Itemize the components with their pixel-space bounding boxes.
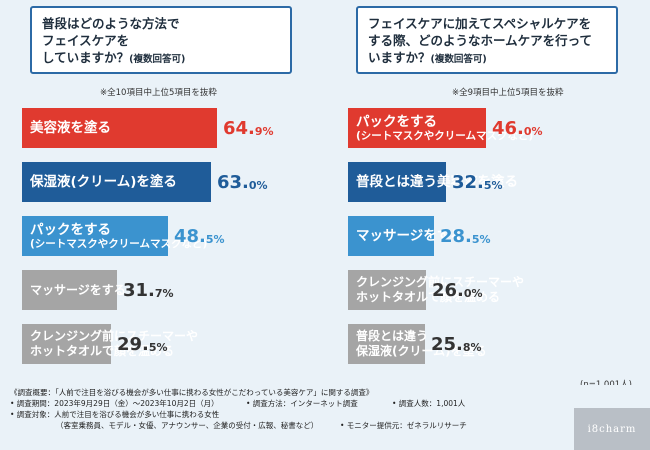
value-label-main: 64. xyxy=(223,117,255,139)
value-label: 64. 9% xyxy=(223,108,274,148)
bar-label: 普段とは違う美容液を塗る xyxy=(356,174,518,190)
value-label: 29. 5% xyxy=(117,324,168,364)
value-label-decimal: 9% xyxy=(254,124,274,138)
bar-left-5: クレンジング前にスチーマーや ホットタオルで顔を温める xyxy=(22,324,199,364)
value-label-main: 25. xyxy=(431,333,463,355)
bar-label: クレンジング前にスチーマーや xyxy=(356,275,525,289)
value-label: 48. 5% xyxy=(174,216,225,256)
right-question-box: フェイスケアに加えてスペシャルケアを する際、どのようなホームケアを行って いま… xyxy=(356,6,618,74)
footer-line2c: • 調査人数：1,001人 xyxy=(392,399,466,408)
bar-label: 保湿液(クリーム)を塗る xyxy=(30,174,177,190)
value-label: 63. 0% xyxy=(217,162,268,202)
value-label: 46. 0% xyxy=(492,108,543,148)
value-label-main: 28. xyxy=(440,225,472,247)
value-label: 25. 8% xyxy=(431,324,482,364)
bar-label: 普段とは違う xyxy=(356,329,429,343)
footer-line2b: • 調査方法：インターネット調査 xyxy=(246,399,358,408)
left-chart-panel: 普段はどのような方法で フェイスケアを していますか？(複数回答可) ※全10項… xyxy=(8,0,318,375)
left-question-line3: していますか？ xyxy=(42,50,130,65)
right-bars: パックをする (シートマスクやクリームマスクなど) 46. 0% 普段とは違う美容液を塗… xyxy=(348,108,643,376)
left-question-line3-wrap: していますか？(複数回答可) xyxy=(42,49,280,68)
bar-right-2: 普段とは違う美容液を塗る xyxy=(348,162,518,202)
value-label: 32. 5% xyxy=(452,162,503,202)
right-question-line2: する際、どのようなホームケアを行って xyxy=(368,33,593,48)
left-bars: 美容液を塗る 64. 9% 保湿液(クリーム)を塗る 63. 0% パックをする (シートマス… xyxy=(22,108,317,376)
bar-left-3: パックをする (シートマスクやクリームマスクなど) xyxy=(22,216,208,256)
footer-line1: 《調査概要：「人前で注目を浴びる機会が多い仕事に携わる女性がこだわっている美容ケ… xyxy=(10,388,374,397)
left-subnote: ※全10項目中上位5項目を抜粋 xyxy=(100,88,217,98)
footer-line4a: （客室乗務員、モデル・女優、アナウンサー、企業の受付・広報、秘書など） xyxy=(56,421,319,430)
value-label-main: 31. xyxy=(123,279,155,301)
bar-left-1: 美容液を塗る xyxy=(22,108,217,148)
right-question-note: (複数回答可) xyxy=(430,54,487,65)
value-label-main: 26. xyxy=(432,279,464,301)
bar-left-2: 保湿液(クリーム)を塗る xyxy=(22,162,211,202)
right-subnote: ※全9項目中上位5項目を抜粋 xyxy=(452,88,564,98)
value-label-decimal: 0% xyxy=(463,286,483,300)
value-label-main: 32. xyxy=(452,171,484,193)
bar-label: マッサージをする xyxy=(356,228,464,244)
value-label-decimal: 5% xyxy=(471,232,491,246)
left-question-note: (複数回答可) xyxy=(129,54,186,65)
value-label-main: 29. xyxy=(117,333,149,355)
left-question-box: 普段はどのような方法で フェイスケアを していますか？(複数回答可) xyxy=(30,6,292,74)
value-label-main: 48. xyxy=(174,225,206,247)
footer-line2a: • 調査期間：2023年9月29日（金）〜2023年10月2日（月） xyxy=(10,399,219,408)
right-question-line3: いますか？ xyxy=(368,50,431,65)
brand-logo: i8charm xyxy=(574,408,650,450)
value-label-decimal: 0% xyxy=(523,124,543,138)
footer-line4b: • モニター提供元：ゼネラルリサーチ xyxy=(340,421,467,430)
bar-label: ホットタオルで顔を温める xyxy=(356,290,501,304)
value-label-main: 46. xyxy=(492,117,524,139)
value-label-main: 63. xyxy=(217,171,249,193)
bar-label: パックをする xyxy=(30,221,111,238)
bar-label: ホットタオルで顔を温める xyxy=(30,344,175,358)
left-question-line2: フェイスケアを xyxy=(42,33,130,48)
value-label-decimal: 5% xyxy=(148,340,168,354)
bar-label: (シートマスクやクリームマスクなど) xyxy=(356,129,534,142)
value-label-decimal: 8% xyxy=(462,340,482,354)
footer-line3: • 調査対象：人前で注目を浴びる機会が多い仕事に携わる女性 xyxy=(10,410,220,419)
bar-left-4: マッサージをする xyxy=(22,270,126,310)
bar-label: マッサージをする xyxy=(30,282,126,297)
bar-label: 保湿液(クリーム)を塗る xyxy=(356,344,487,358)
value-label: 26. 0% xyxy=(432,270,483,310)
right-question-line3-wrap: いますか？(複数回答可) xyxy=(368,49,606,68)
value-label-decimal: 5% xyxy=(205,232,225,246)
value-label: 31. 7% xyxy=(123,270,174,310)
bar-right-4: クレンジング前にスチーマーや ホットタオルで顔を温める xyxy=(348,270,525,310)
value-label: 28. 5% xyxy=(440,216,491,256)
bar-label: パックをする xyxy=(356,113,437,130)
left-question-line1: 普段はどのような方法で xyxy=(42,16,180,31)
value-label-decimal: 0% xyxy=(248,178,268,192)
bar-label: (シートマスクやクリームマスクなど) xyxy=(30,237,208,250)
right-chart-panel: フェイスケアに加えてスペシャルケアを する際、どのようなホームケアを行って いま… xyxy=(334,0,644,375)
bar-right-5: 普段とは違う 保湿液(クリーム)を塗る xyxy=(348,324,487,364)
bar-right-1: パックをする (シートマスクやクリームマスクなど) xyxy=(348,108,534,148)
value-label-decimal: 5% xyxy=(483,178,503,192)
survey-footer: 《調査概要：「人前で注目を浴びる機会が多い仕事に携わる女性がこだわっている美容ケ… xyxy=(0,385,650,450)
value-label-decimal: 7% xyxy=(154,286,174,300)
right-question-line1: フェイスケアに加えてスペシャルケアを xyxy=(368,16,592,31)
bar-right-3: マッサージをする xyxy=(348,216,464,256)
bar-label: 美容液を塗る xyxy=(30,120,111,136)
bar-label: クレンジング前にスチーマーや xyxy=(30,329,199,343)
